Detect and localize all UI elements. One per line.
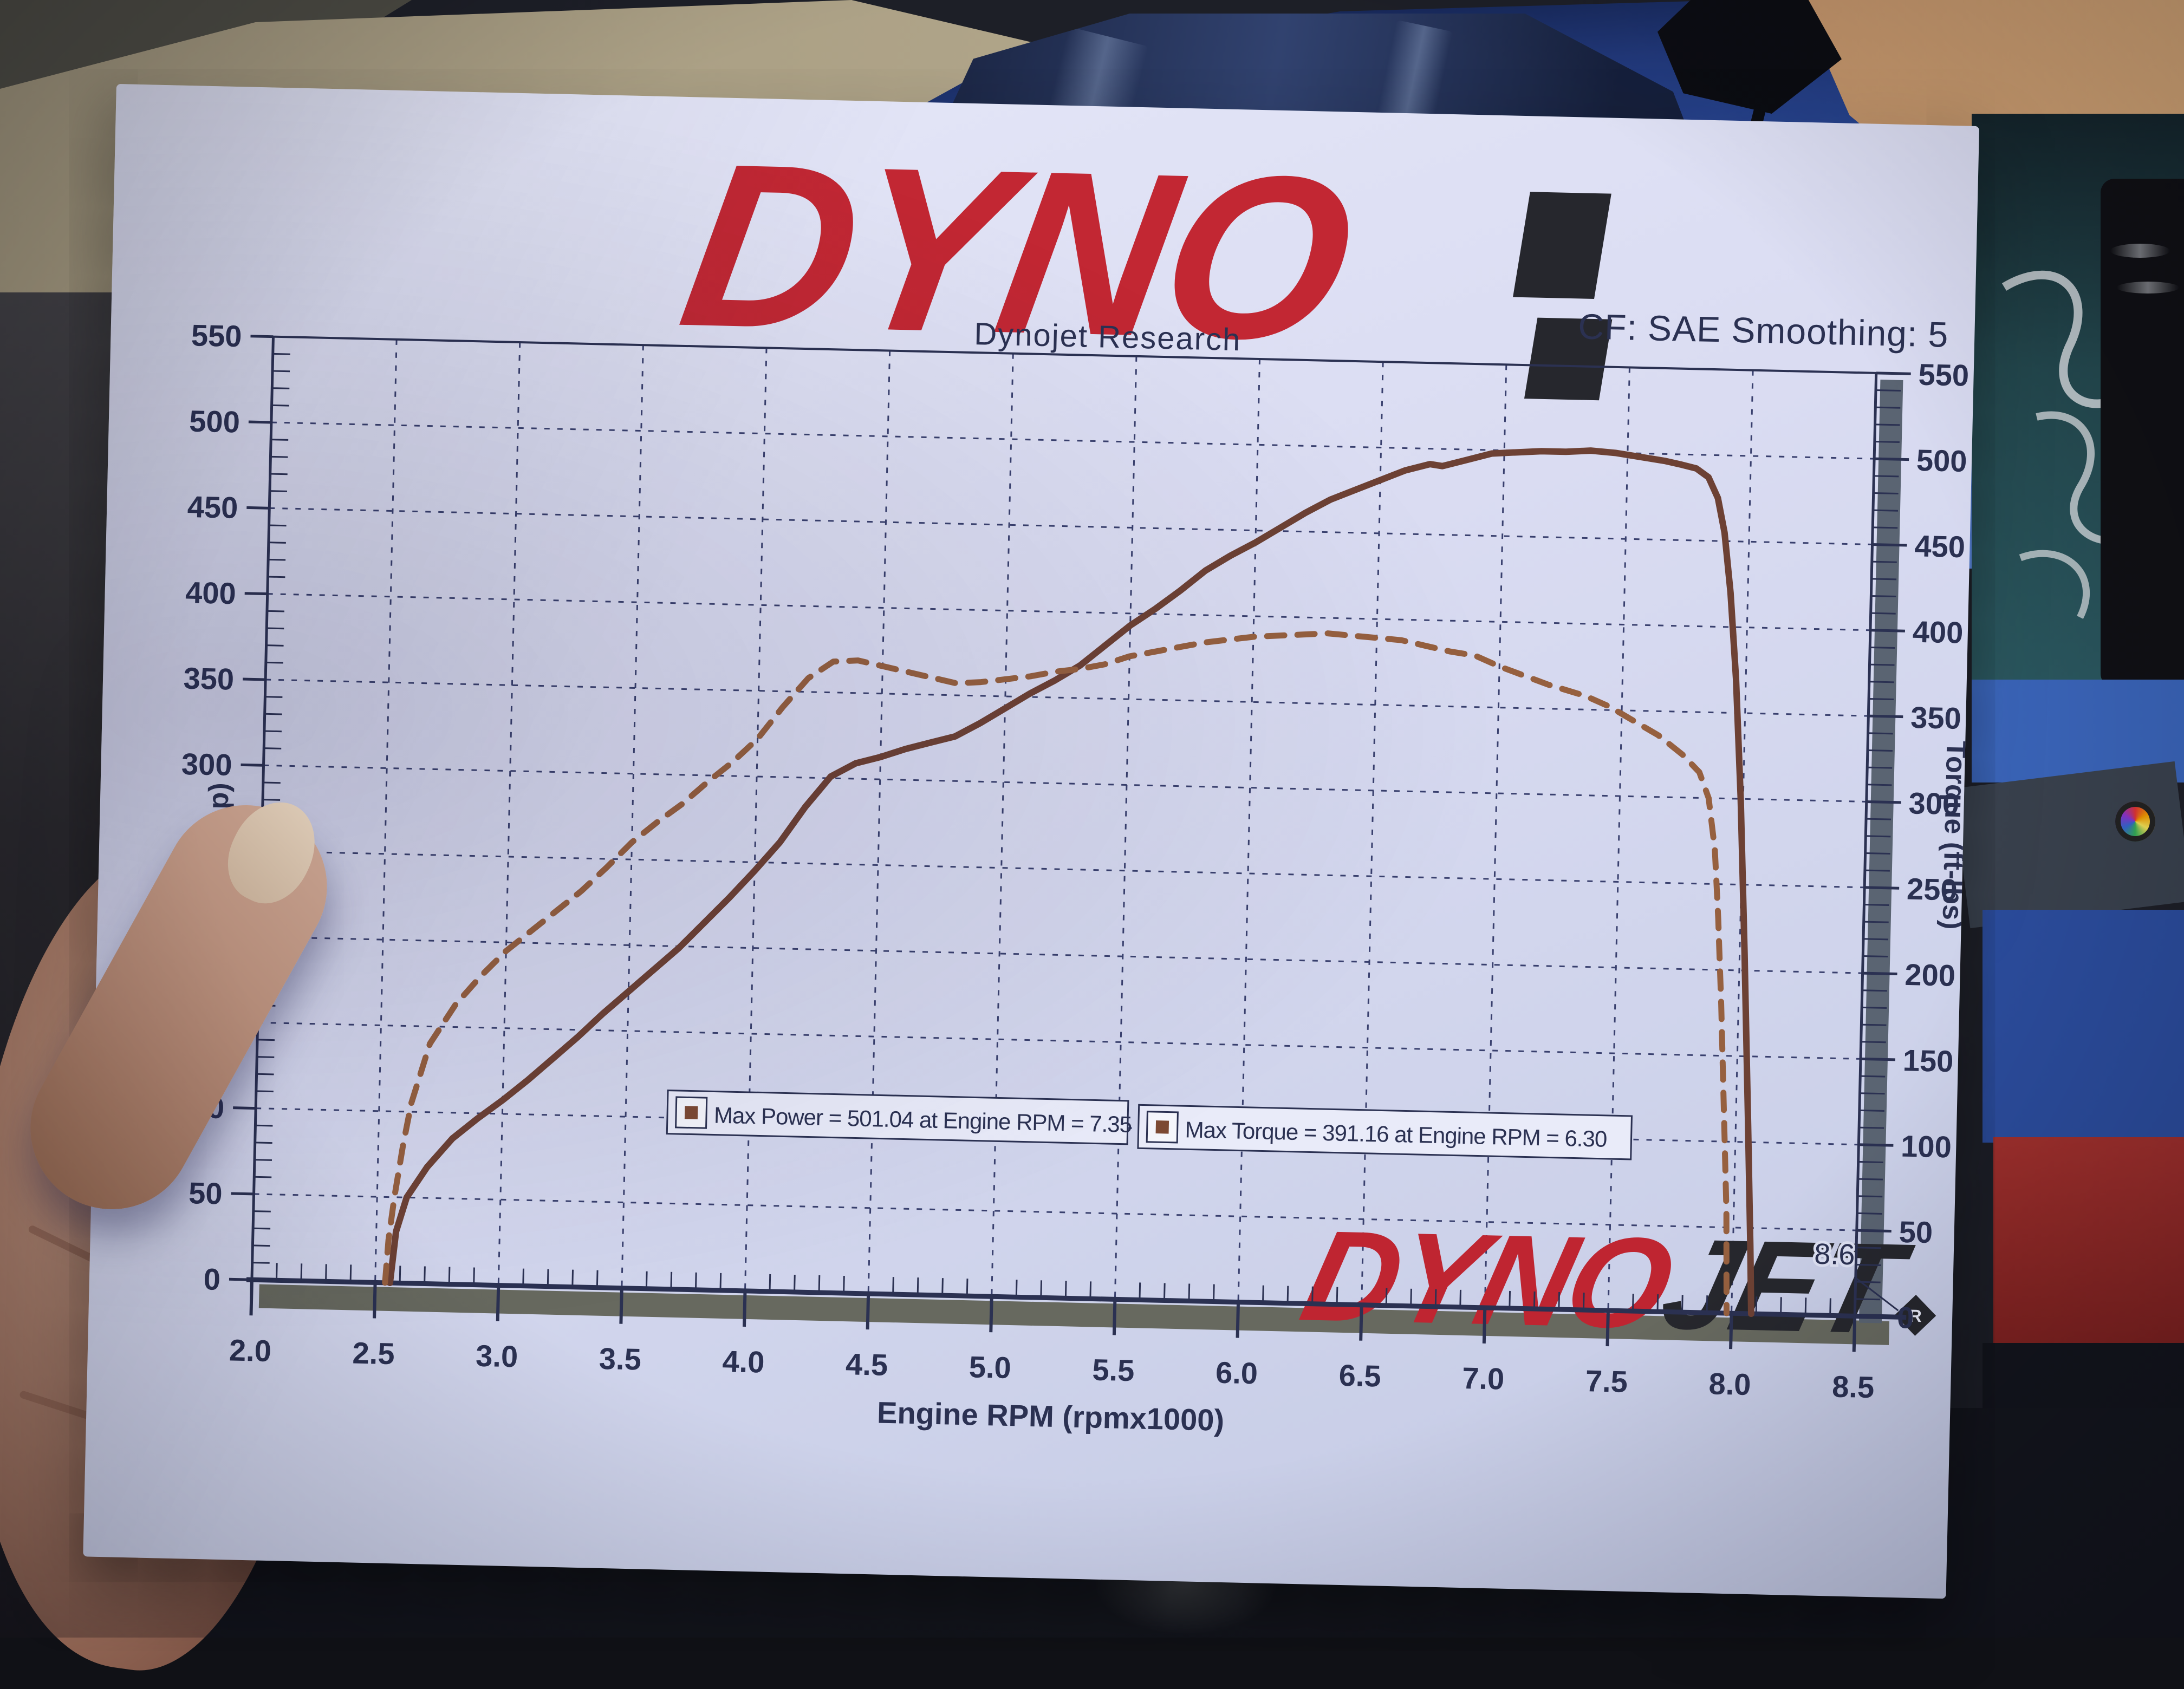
axis-shadow-band-right <box>1858 380 1903 1323</box>
svg-text:3.5: 3.5 <box>599 1341 641 1377</box>
y-right-tick-labels: 0 50 100 150 200 250 300 350 400 450 500 550 <box>1896 357 1969 1335</box>
svg-text:2.5: 2.5 <box>352 1335 395 1371</box>
svg-text:R: R <box>1909 1306 1922 1326</box>
svg-text:100: 100 <box>1901 1129 1952 1164</box>
svg-text:500: 500 <box>1916 443 1967 478</box>
svg-text:6.0: 6.0 <box>1215 1355 1258 1391</box>
svg-text:550: 550 <box>191 318 242 353</box>
svg-text:7.5: 7.5 <box>1585 1364 1628 1399</box>
monitor-reflection <box>2117 282 2179 294</box>
svg-text:450: 450 <box>1914 529 1966 564</box>
colorful-badge <box>2115 801 2155 842</box>
svg-text:200: 200 <box>1904 957 1956 993</box>
svg-text:2.0: 2.0 <box>229 1333 271 1368</box>
svg-text:300: 300 <box>181 747 232 782</box>
x-tick-labels: 2.0 2.5 3.0 3.5 4.0 4.5 5.0 5.5 6.0 6.5 7.0 7.5 8.0 8… <box>229 1333 1875 1404</box>
svg-text:400: 400 <box>185 575 237 610</box>
legend-torque: Max Torque = 391.16 at Engine RPM = 6.30 <box>1137 1104 1633 1160</box>
axis-ticks <box>229 335 1911 1352</box>
svg-text:450: 450 <box>187 490 238 525</box>
registered-trademark-icon: R <box>1895 1294 1936 1336</box>
red-object-edge <box>1993 1137 2184 1354</box>
svg-text:3.0: 3.0 <box>476 1339 518 1374</box>
svg-text:6.5: 6.5 <box>1338 1358 1381 1393</box>
svg-text:50: 50 <box>188 1176 223 1210</box>
white-decal-swirls <box>2001 270 2136 619</box>
svg-text:550: 550 <box>1918 357 1969 393</box>
svg-text:500: 500 <box>189 404 240 439</box>
car-spoiler-panel <box>1953 761 2184 929</box>
svg-text:4.5: 4.5 <box>846 1347 888 1382</box>
grid-lines <box>253 339 1875 1314</box>
svg-text:0: 0 <box>203 1262 221 1296</box>
x-axis-title: Engine RPM (rpmx1000) <box>876 1395 1224 1437</box>
dynojet-logo-mark-icon <box>1513 192 1611 299</box>
svg-text:DYNOJET: DYNOJET <box>1290 1204 1922 1361</box>
svg-text:8.0: 8.0 <box>1708 1366 1751 1401</box>
svg-text:50: 50 <box>1899 1215 1933 1249</box>
dynojet-watermark: DYNOJET <box>1290 1204 1922 1361</box>
run-end-annotation: 8.6 <box>1814 1238 1855 1271</box>
smoothing-setting-label: CF: SAE Smoothing: 5 <box>1577 306 1949 355</box>
svg-text:150: 150 <box>1902 1043 1954 1078</box>
svg-text:5.5: 5.5 <box>1092 1352 1135 1387</box>
curve-torque <box>382 630 1730 1316</box>
svg-text:400: 400 <box>1912 615 1964 650</box>
curve-power <box>386 447 1754 1318</box>
svg-text:7.0: 7.0 <box>1462 1361 1505 1396</box>
svg-text:0: 0 <box>1896 1300 1914 1335</box>
monitor-reflection <box>2110 244 2170 258</box>
svg-text:8.5: 8.5 <box>1832 1369 1875 1404</box>
car-door-panel <box>1982 910 2184 1143</box>
svg-text:350: 350 <box>183 661 235 696</box>
axis-shadow-band-bottom <box>258 1284 1890 1345</box>
dyno-printout-paper: DYNO Dynojet Research CF: SAE Smoothing:… <box>83 84 1980 1599</box>
legend-power: Max Power = 501.04 at Engine RPM = 7.35 <box>666 1090 1132 1145</box>
svg-text:250: 250 <box>1906 872 1958 907</box>
svg-text:350: 350 <box>1910 700 1962 735</box>
svg-text:5.0: 5.0 <box>968 1349 1011 1385</box>
svg-text:300: 300 <box>1908 786 1960 821</box>
svg-text:4.0: 4.0 <box>722 1344 765 1379</box>
plot-frame <box>246 335 1907 1320</box>
black-monitor-edge <box>2101 179 2184 688</box>
